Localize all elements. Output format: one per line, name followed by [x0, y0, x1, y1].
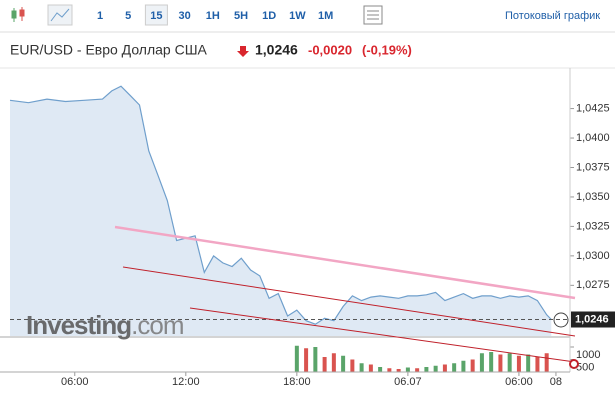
active-interval	[144, 4, 168, 26]
interval[interactable]: 5H	[234, 10, 248, 22]
watermark-suffix: .com	[131, 310, 183, 340]
last-price-label: 1,0246	[575, 313, 609, 325]
volume-tick-label: 500	[576, 361, 594, 373]
interval[interactable]: 1D	[262, 10, 276, 22]
interval[interactable]: 1M	[318, 10, 333, 22]
volume-bar	[331, 353, 336, 372]
watermark-brand: Investing	[26, 310, 131, 340]
interval[interactable]: 1	[97, 10, 103, 22]
last-price-box	[571, 311, 615, 328]
volume-bar	[415, 368, 420, 372]
interval[interactable]: 1H	[206, 10, 220, 22]
x-tick-label: 12:00	[172, 376, 200, 388]
volume-bar	[294, 345, 299, 372]
y-tick-label: 1,0375	[576, 161, 610, 173]
last-price: 1,0246	[255, 42, 298, 58]
change-pct: (-0,19%)	[362, 42, 412, 57]
x-tick-label: 06:00	[505, 376, 533, 388]
volume-tick-label: 1000	[576, 349, 600, 361]
y-tick-label: 1,0350	[576, 191, 610, 203]
trend-line[interactable]	[114, 225, 576, 300]
x-tick-label: 08	[550, 376, 562, 388]
volume-bar	[350, 359, 355, 372]
volume-bar	[516, 355, 521, 372]
volume-bar	[368, 364, 373, 372]
volume-bar	[313, 347, 318, 372]
y-tick-label: 1,0300	[576, 250, 610, 262]
volume-bar	[535, 357, 540, 372]
area	[10, 86, 552, 336]
change: -0,0020	[308, 42, 352, 57]
price-line	[9, 85, 552, 325]
volume-bar	[461, 360, 466, 372]
interval[interactable]: 5	[125, 10, 131, 22]
volume-bar	[378, 367, 383, 372]
volume-bar	[452, 363, 457, 372]
interval[interactable]: 30	[178, 10, 190, 22]
volume-bar	[489, 352, 494, 372]
y-tick-label: 1,0400	[576, 132, 610, 144]
y-tick-label: 1,0275	[576, 279, 610, 291]
volume-bar	[442, 364, 447, 372]
x-tick-label: 18:00	[283, 376, 311, 388]
volume-bar	[387, 368, 392, 372]
volume-bar	[526, 354, 531, 372]
volume-bar	[359, 363, 364, 372]
volume-bar	[479, 353, 484, 372]
line-icon-glyph	[50, 8, 70, 22]
candles-icon[interactable]	[11, 7, 25, 22]
volume-bar	[433, 365, 438, 372]
volume-bar	[396, 369, 401, 372]
interval[interactable]: 1W	[289, 10, 306, 22]
plot: 1,0425 1,0400 1,0375 1,0350 1,0325 1,0300 1,02…	[9, 85, 615, 388]
volume-bar	[507, 353, 512, 372]
volume-bar	[498, 354, 503, 372]
volume-bar	[544, 353, 549, 372]
streaming-link[interactable]: Потоковый график	[505, 10, 600, 22]
marker	[569, 359, 579, 369]
trend-line[interactable]	[122, 266, 576, 337]
marker	[553, 312, 569, 328]
y-tick-label: 1,0425	[576, 102, 610, 114]
y-tick-label: 1,0325	[576, 220, 610, 232]
down-arrow	[237, 46, 249, 57]
volume-bar	[470, 359, 475, 372]
x-tick-label: 06:00	[61, 376, 89, 388]
trend-line[interactable]	[189, 307, 576, 363]
instrument-title: EUR/USD - Евро Доллар США	[10, 42, 208, 58]
watermark: Investing.com	[26, 310, 183, 340]
volume-bar	[341, 355, 346, 372]
interval[interactable]: 15	[150, 10, 162, 22]
volume-bar	[322, 357, 327, 372]
volume-bar	[405, 367, 410, 372]
toolbar: Потоковый график 1 5 15 30 1H 5H 1D 1W 1M	[11, 4, 600, 26]
volume-bar	[304, 348, 309, 372]
x-tick-label: 06.07	[394, 376, 422, 388]
volume-bar	[424, 367, 429, 372]
